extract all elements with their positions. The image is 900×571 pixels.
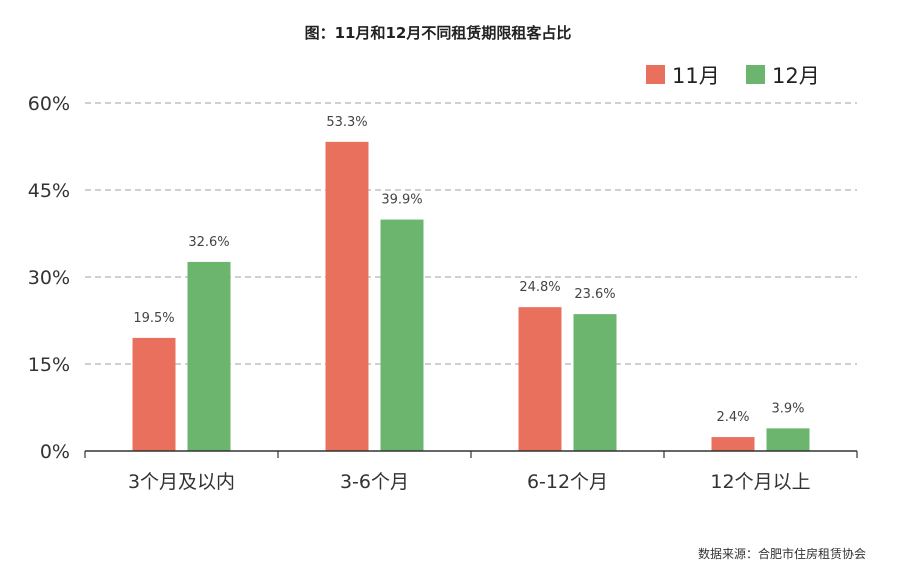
bars	[132, 141, 810, 452]
data-label: 53.3%	[326, 115, 367, 130]
bar-nov-0	[132, 337, 176, 451]
x-category-label: 12个月以上	[710, 471, 810, 493]
data-label: 2.4%	[716, 410, 749, 425]
data-label: 32.6%	[188, 235, 229, 250]
data-label: 23.6%	[574, 287, 615, 302]
bar-nov-3	[711, 437, 755, 451]
legend-swatch-dec	[746, 65, 765, 84]
chart-title: 图：11月和12月不同租赁期限租客占比	[305, 24, 572, 42]
data-label: 19.5%	[133, 311, 174, 326]
bar-dec-0	[187, 261, 231, 451]
y-tick-label: 45%	[28, 180, 70, 202]
y-tick-label: 60%	[28, 93, 70, 115]
legend-swatch-nov	[646, 65, 665, 84]
x-axis-category-labels: 3个月及以内 3-6个月 6-12个月 12个月以上	[128, 471, 811, 493]
y-tick-label: 0%	[40, 441, 70, 463]
source-note: 数据来源：合肥市住房租赁协会	[698, 546, 866, 561]
x-category-label: 3-6个月	[340, 471, 409, 493]
legend-label-nov: 11月	[672, 64, 720, 88]
bar-nov-2	[518, 307, 562, 451]
grid-lines	[85, 102, 857, 365]
legend-label-dec: 12月	[772, 64, 820, 88]
x-category-label: 6-12个月	[527, 471, 608, 493]
bar-dec-2	[573, 314, 617, 451]
y-axis-ticks: 0% 15% 30% 45% 60%	[28, 93, 70, 463]
data-label: 39.9%	[381, 193, 422, 208]
y-tick-label: 30%	[28, 267, 70, 289]
x-axis-ticks	[84, 451, 858, 458]
data-label: 3.9%	[771, 401, 804, 416]
x-category-label: 3个月及以内	[128, 471, 235, 493]
bar-dec-3	[766, 428, 810, 451]
data-labels: 19.5% 32.6% 53.3% 39.9% 24.8% 23.6% 2.4% 3.9%	[133, 115, 804, 425]
data-label: 24.8%	[519, 280, 560, 295]
y-tick-label: 15%	[28, 354, 70, 376]
bar-dec-1	[380, 219, 424, 451]
legend: 11月 12月	[646, 64, 820, 88]
bar-nov-1	[325, 141, 369, 452]
